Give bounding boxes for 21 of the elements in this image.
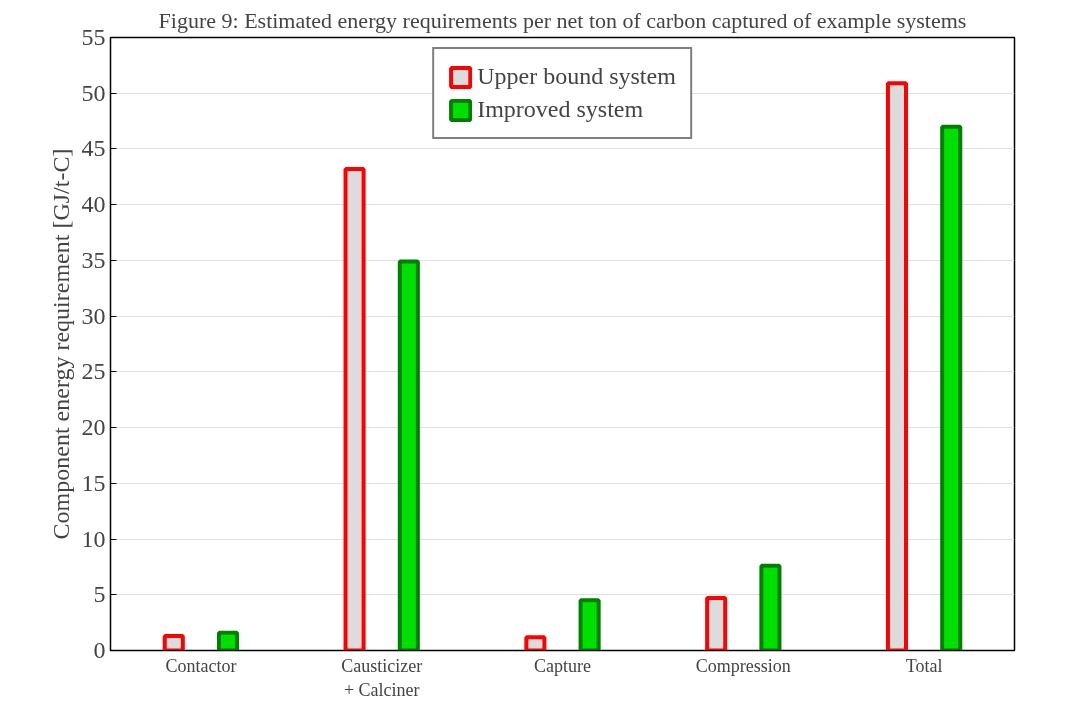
y-tick-label: 45: [81, 135, 106, 162]
x-tick-label: Causticizer + Calciner: [341, 655, 423, 700]
legend-label: Upper bound system: [477, 63, 676, 90]
y-tick-label: 25: [81, 358, 106, 385]
legend-label: Improved system: [477, 96, 644, 123]
x-tick-label: Contactor: [165, 655, 237, 676]
x-tick-label: Capture: [534, 655, 591, 676]
y-tick-label: 5: [93, 581, 106, 608]
y-tick-label: 15: [81, 469, 106, 496]
y-tick-label: 30: [81, 302, 106, 329]
y-axis-title: Component energy requirement [GJ/t-C]: [47, 148, 74, 540]
chart-title: Figure 9: Estimated energy requirements per net ton of carbon captured of example systems: [158, 7, 967, 33]
y-tick-label: 35: [81, 246, 106, 273]
y-tick-label: 55: [81, 24, 106, 50]
x-tick-label: Total: [905, 655, 943, 676]
y-tick-label: 10: [81, 525, 106, 552]
y-tick-label: 0: [93, 637, 106, 663]
x-tick-label: Compression: [695, 655, 791, 676]
y-tick-label: 50: [81, 79, 106, 106]
y-tick-label: 40: [81, 191, 106, 218]
y-tick-label: 20: [81, 414, 106, 441]
